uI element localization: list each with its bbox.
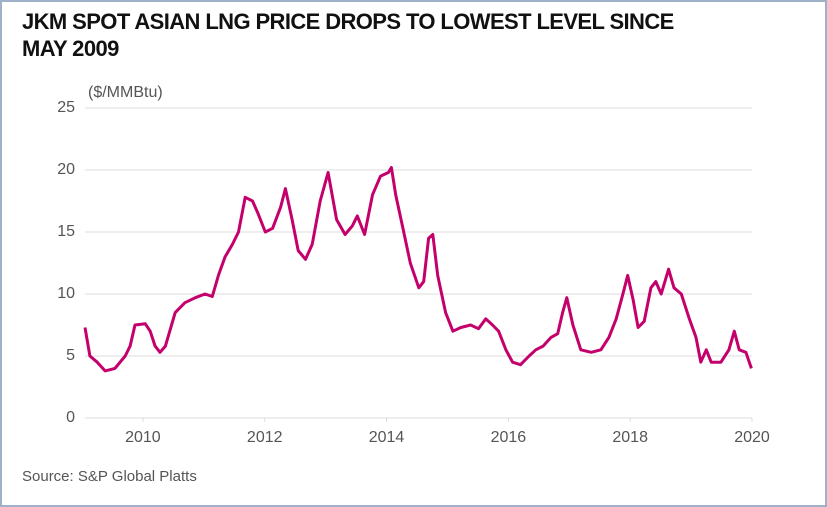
y-tick-label: 20 xyxy=(57,161,75,178)
x-tick-label: 2014 xyxy=(369,429,405,446)
x-tick-label: 2012 xyxy=(247,429,283,446)
y-axis-label: ($/MMBtu) xyxy=(88,84,163,101)
y-tick-label: 0 xyxy=(66,409,75,426)
source: Source: S&P Global Platts xyxy=(22,468,197,485)
x-tick-label: 2016 xyxy=(491,429,527,446)
y-tick-label: 5 xyxy=(66,347,75,364)
price-line xyxy=(83,166,753,373)
x-tick-label: 2010 xyxy=(125,429,161,446)
x-tick-label: 2020 xyxy=(734,429,770,446)
y-tick-label: 15 xyxy=(57,223,75,240)
chart-title: JKM SPOT ASIAN LNG PRICE DROPS TO LOWEST… xyxy=(22,9,674,61)
y-tick-label: 10 xyxy=(57,285,75,302)
x-tick-label: 2018 xyxy=(612,429,648,446)
y-tick-label: 25 xyxy=(57,99,75,116)
